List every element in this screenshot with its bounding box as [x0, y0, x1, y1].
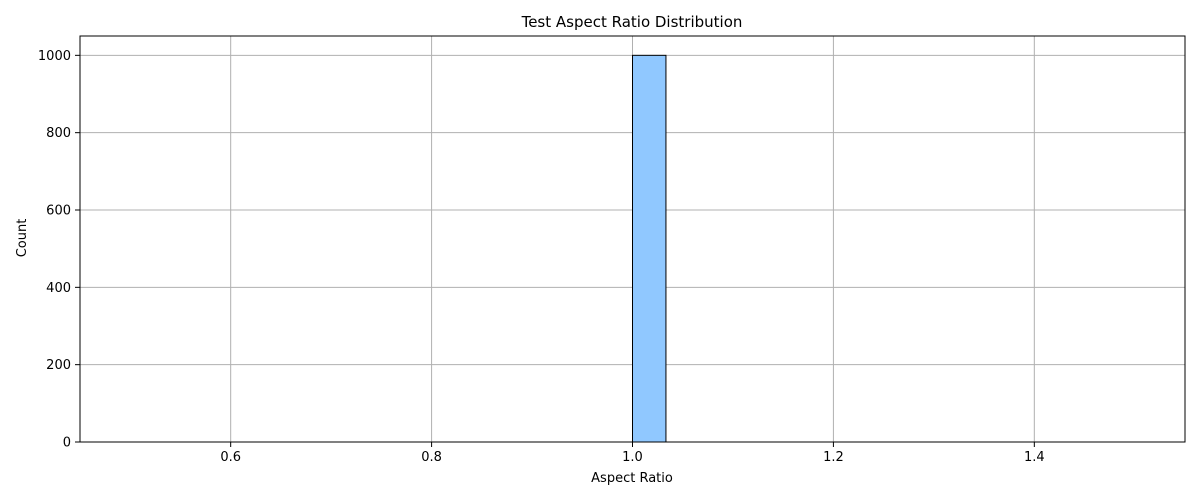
- y-axis-label: Count: [15, 219, 30, 258]
- y-tick-label: 400: [46, 281, 71, 296]
- x-tick-label: 1.4: [1024, 450, 1045, 465]
- y-tick-label: 600: [46, 204, 71, 219]
- x-tick-label: 0.8: [421, 450, 442, 465]
- histogram-bar: [632, 54, 667, 443]
- x-axis-label: Aspect Ratio: [591, 471, 673, 486]
- bars-layer: [130, 54, 1135, 443]
- y-tick-label: 0: [63, 436, 71, 451]
- x-tick-label: 1.2: [823, 450, 844, 465]
- x-tick-label: 1.0: [622, 450, 643, 465]
- ticks-layer: 0.6 0.8 1.0 1.2 1.4 0 200 400 600 800 1000: [38, 49, 1045, 465]
- x-tick-label: 0.6: [220, 450, 241, 465]
- y-tick-label: 1000: [38, 49, 71, 64]
- y-tick-label: 200: [46, 358, 71, 373]
- y-tick-label: 800: [46, 126, 71, 141]
- chart-title: Test Aspect Ratio Distribution: [521, 13, 743, 31]
